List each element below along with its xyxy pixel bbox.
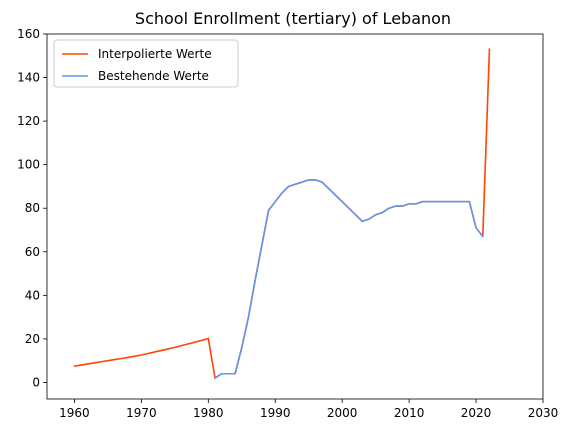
series-layer bbox=[73, 48, 491, 380]
y-tick-label: 80 bbox=[25, 201, 40, 215]
series-line-existing bbox=[213, 179, 484, 380]
y-tick-label: 0 bbox=[32, 375, 40, 389]
y-tick-label: 140 bbox=[17, 71, 40, 85]
x-tick-label: 1960 bbox=[59, 406, 90, 420]
legend-label: Bestehende Werte bbox=[98, 69, 209, 83]
x-tick-label: 2000 bbox=[327, 406, 358, 420]
x-tick-label: 2030 bbox=[528, 406, 559, 420]
x-tick-label: 1990 bbox=[260, 406, 291, 420]
y-tick-label: 100 bbox=[17, 158, 40, 172]
legend-label: Interpolierte Werte bbox=[98, 47, 212, 61]
y-tick-label: 120 bbox=[17, 114, 40, 128]
y-tick-label: 20 bbox=[25, 332, 40, 346]
x-tick-label: 1980 bbox=[193, 406, 224, 420]
axes: 1960 1970 1980 1990 2000 2010 2020 2030 0 20 40 60 8… bbox=[17, 27, 558, 420]
plot-frame bbox=[46, 33, 544, 400]
x-tick-label: 2010 bbox=[394, 406, 425, 420]
x-tick-label: 1970 bbox=[126, 406, 157, 420]
legend: Interpolierte Werte Bestehende Werte bbox=[53, 39, 239, 88]
series-line-interpolated bbox=[73, 48, 491, 379]
x-tick-label: 2020 bbox=[461, 406, 492, 420]
legend-box bbox=[53, 39, 239, 88]
chart-title: School Enrollment (tertiary) of Lebanon bbox=[135, 9, 451, 28]
y-tick-label: 60 bbox=[25, 245, 40, 259]
y-tick-label: 160 bbox=[17, 27, 40, 41]
y-tick-label: 40 bbox=[25, 288, 40, 302]
